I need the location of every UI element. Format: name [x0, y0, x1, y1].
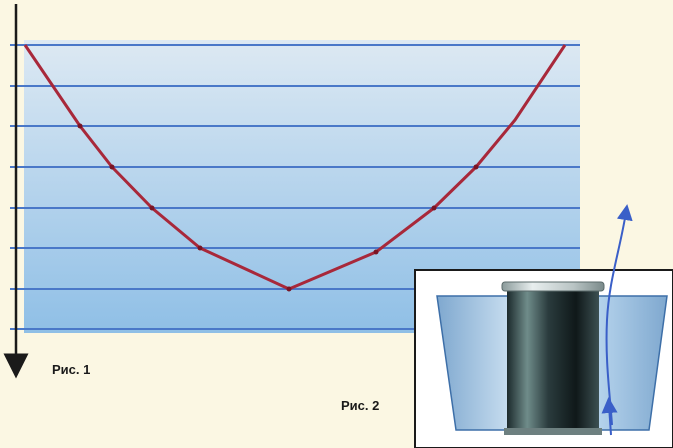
cylinder	[507, 290, 599, 435]
curve-vertex	[373, 249, 379, 255]
curve-vertex	[286, 286, 292, 292]
figure1-caption: Рис. 1	[52, 362, 91, 377]
figure2-diagram	[414, 204, 673, 448]
curve-vertex	[431, 205, 437, 211]
cylinder-base	[504, 428, 602, 435]
curve-vertices	[77, 123, 479, 292]
flow-arrow	[605, 204, 633, 426]
curve-vertex	[197, 245, 203, 251]
curve-vertex	[109, 164, 115, 170]
figure2-caption: Рис. 2	[341, 398, 380, 413]
curve-vertex	[77, 123, 83, 129]
flow-arrow-inner	[601, 397, 618, 436]
curve-vertex	[149, 205, 155, 211]
cylinder-rim	[501, 281, 605, 292]
figure1-diagram	[3, 4, 580, 379]
curve-vertex	[473, 164, 479, 170]
